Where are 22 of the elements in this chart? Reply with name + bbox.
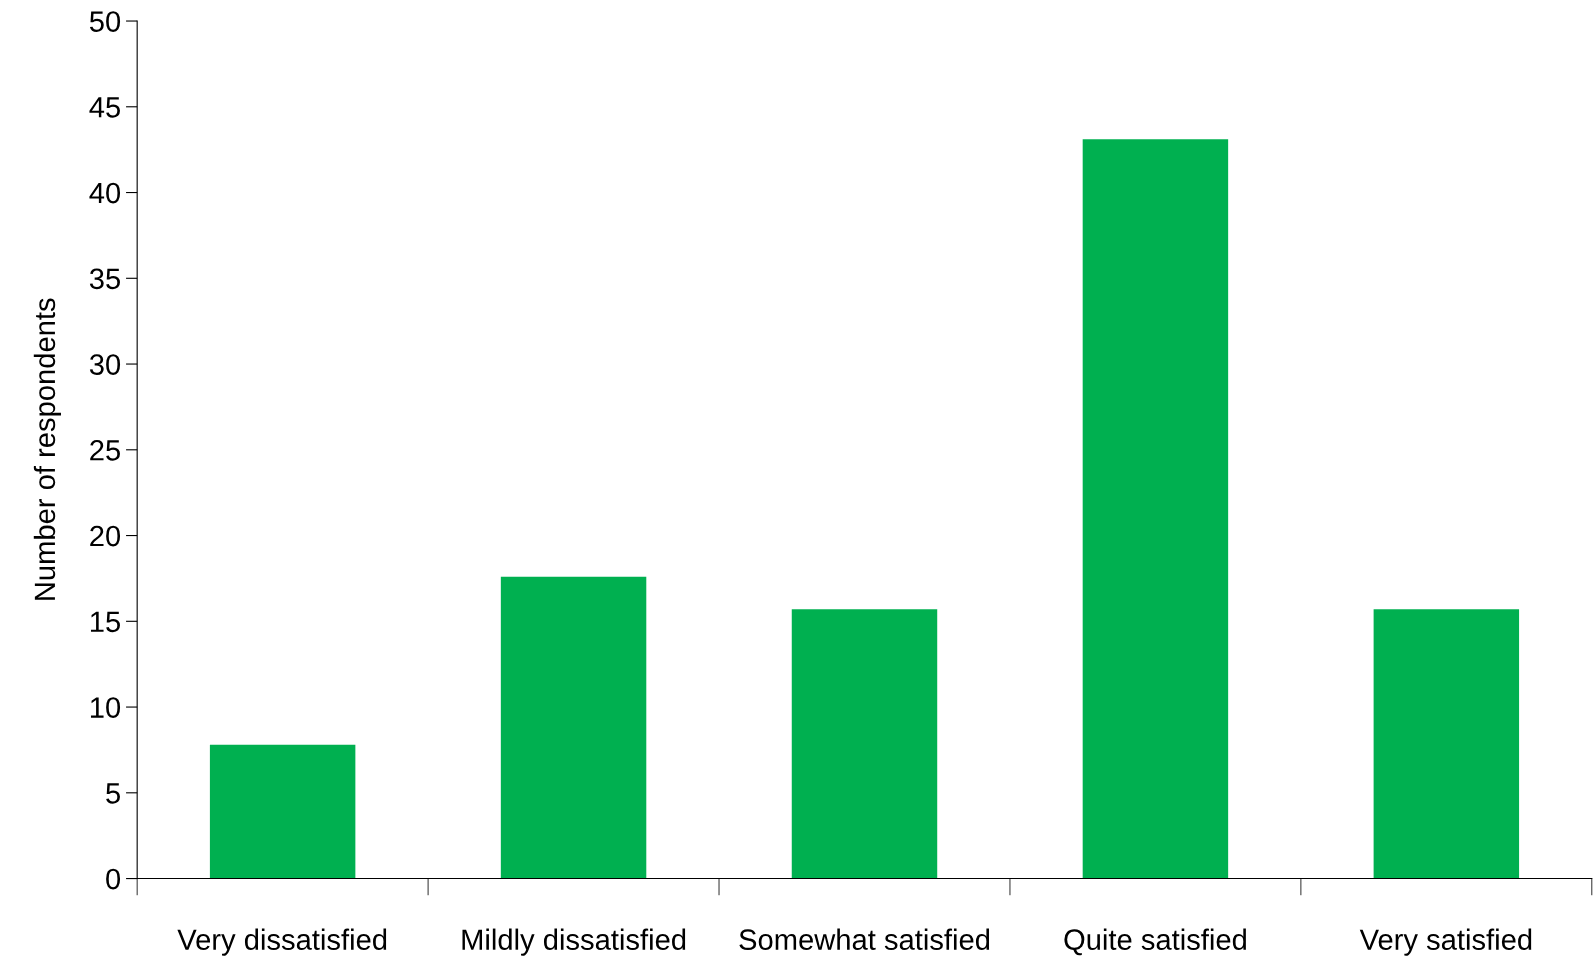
x-tick-label: Mildly dissatisfied [462,928,686,956]
bar [1082,139,1229,879]
x-tick-label: Very dissatisfied [177,928,387,956]
y-tick-label: 20 [90,525,121,547]
bar [500,576,647,879]
y-tick-label: 0 [106,868,121,890]
bar [209,744,356,879]
y-tick-label: 40 [89,182,121,204]
bar [1373,609,1520,879]
y-tick-label: 45 [89,97,120,118]
x-tick-label: Somewhat satisfied [739,928,990,950]
y-tick-label: 15 [90,611,120,633]
y-tick-label: 25 [90,440,120,461]
y-tick-label: 50 [89,11,121,32]
y-tick-label: 5 [106,783,120,804]
y-tick-label: 35 [89,268,120,290]
y-axis-title: Number of respondents [33,298,61,600]
y-tick-label: 10 [90,697,121,718]
x-tick-label: Quite satisfied [1064,928,1246,956]
x-tick-label: Very satisfied [1359,928,1532,956]
bar [791,609,938,879]
y-tick-label: 30 [89,354,121,375]
